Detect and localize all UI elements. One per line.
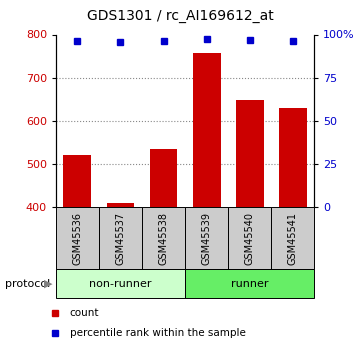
Bar [228, 207, 271, 269]
Text: protocol: protocol [5, 279, 51, 289]
Bar [185, 269, 314, 298]
Text: GSM45539: GSM45539 [201, 211, 212, 265]
Text: count: count [70, 308, 99, 318]
Bar [271, 207, 314, 269]
Bar [149, 149, 178, 207]
Text: percentile rank within the sample: percentile rank within the sample [70, 328, 246, 338]
Text: non-runner: non-runner [89, 279, 152, 289]
Text: runner: runner [231, 279, 268, 289]
Text: GSM45537: GSM45537 [116, 211, 126, 265]
Text: GSM45536: GSM45536 [73, 211, 82, 265]
Text: GSM45541: GSM45541 [288, 211, 297, 265]
Text: GSM45540: GSM45540 [244, 211, 255, 265]
Bar [279, 108, 306, 207]
Text: GDS1301 / rc_AI169612_at: GDS1301 / rc_AI169612_at [87, 9, 274, 23]
Bar [106, 203, 134, 207]
Bar [192, 53, 221, 207]
Bar [185, 207, 228, 269]
Bar [64, 155, 91, 207]
Bar [99, 207, 142, 269]
Text: GSM45538: GSM45538 [158, 211, 169, 265]
Bar [56, 207, 99, 269]
Bar [236, 100, 264, 207]
Bar [56, 269, 185, 298]
Text: ▶: ▶ [44, 279, 52, 289]
Bar [142, 207, 185, 269]
